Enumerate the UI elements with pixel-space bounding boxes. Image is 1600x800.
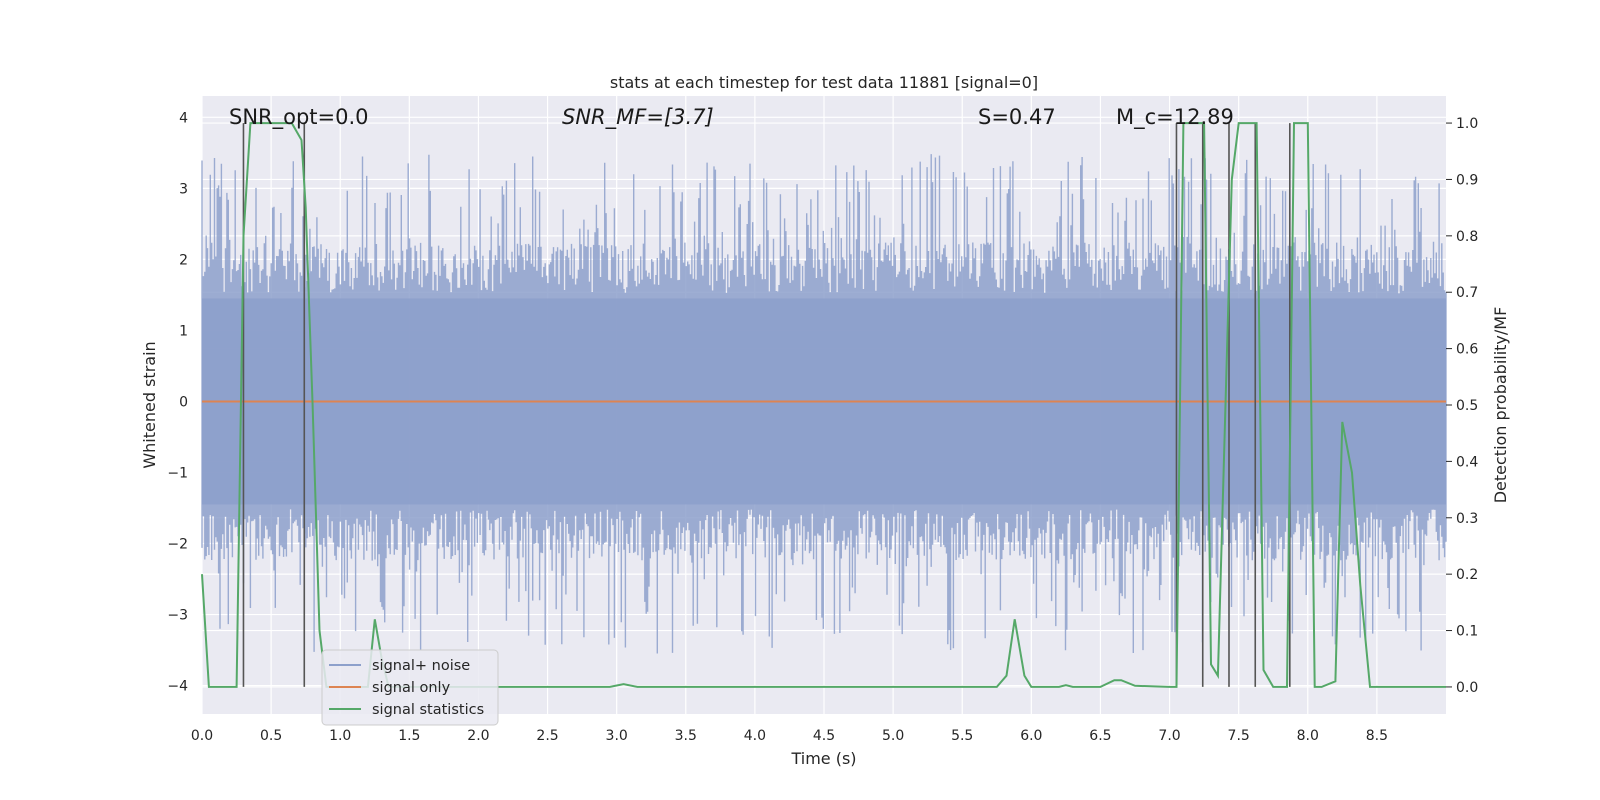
legend-label-noise: signal+ noise xyxy=(372,658,470,674)
y2-tick-label-2: 0.8 xyxy=(1456,229,1478,245)
y-tick-label-4: 0 xyxy=(179,394,188,410)
y2-tick-label-1: 0.9 xyxy=(1456,172,1478,188)
y2-tick-label-8: 0.2 xyxy=(1456,567,1478,583)
x-tick-label-16: 8.0 xyxy=(1297,728,1319,744)
y2-tick-label-4: 0.6 xyxy=(1456,342,1478,358)
x-tick-label-12: 6.0 xyxy=(1020,728,1042,744)
x-tick-label-3: 1.5 xyxy=(398,728,420,744)
annotation-s: S=0.47 xyxy=(978,105,1056,129)
y-tick-label-0: 4 xyxy=(179,110,188,126)
x-tick-label-1: 0.5 xyxy=(260,728,282,744)
signal-statistics-series xyxy=(201,122,1446,688)
legend-label-signal-only: signal only xyxy=(372,680,451,696)
y2-tick-label-9: 0.1 xyxy=(1456,624,1478,640)
y-tick-label-2: 2 xyxy=(179,252,188,268)
y2-tick-label-0: 1.0 xyxy=(1456,116,1478,132)
x-tick-label-9: 4.5 xyxy=(813,728,835,744)
legend-box xyxy=(321,649,499,726)
x-tick-label-4: 2.0 xyxy=(467,728,489,744)
x-ticks: 0.0 0.5 1.0 1.5 2.0 2.5 3.0 3.5 4.0 4.5 5.0 5.5 6.0 6… xyxy=(191,728,1388,744)
y-axis-label: Whitened strain xyxy=(140,341,159,468)
annotation-snr-mf: SNR_MF=[3.7] xyxy=(562,105,714,130)
y-tick-label-7: −3 xyxy=(167,608,188,624)
y2-ticks: 1.0 0.9 0.8 0.7 0.6 0.5 0.4 0.3 0.2 0.1 0.0 xyxy=(1446,116,1478,696)
x-tick-label-15: 7.5 xyxy=(1228,728,1250,744)
y2-tick-label-3: 0.7 xyxy=(1456,285,1478,301)
x-tick-label-7: 3.5 xyxy=(675,728,697,744)
y-tick-label-6: −2 xyxy=(167,537,188,553)
x-tick-label-13: 6.5 xyxy=(1089,728,1111,744)
x-tick-label-5: 2.5 xyxy=(536,728,558,744)
x-tick-label-8: 4.0 xyxy=(744,728,766,744)
y-tick-label-3: 1 xyxy=(179,323,188,339)
x-tick-label-2: 1.0 xyxy=(329,728,351,744)
legend-label-statistics: signal statistics xyxy=(372,702,484,718)
y2-tick-label-7: 0.3 xyxy=(1456,511,1478,527)
x-tick-label-14: 7.0 xyxy=(1158,728,1180,744)
chart-title: stats at each timestep for test data 118… xyxy=(610,73,1038,92)
x-tick-label-17: 8.5 xyxy=(1366,728,1388,744)
statistics-line xyxy=(201,122,1446,688)
y-tick-label-5: −1 xyxy=(167,465,188,481)
y2-axis-label: Detection probability/MF xyxy=(1491,307,1510,504)
x-tick-label-0: 0.0 xyxy=(191,728,213,744)
y-ticks: 4 3 2 1 0 −1 −2 −3 −4 xyxy=(167,110,188,694)
y-tick-label-1: 3 xyxy=(179,181,188,197)
x-axis-label: Time (s) xyxy=(790,749,856,768)
legend: signal+ noise signal only signal statist… xyxy=(321,649,499,726)
x-tick-label-11: 5.5 xyxy=(951,728,973,744)
y2-tick-label-6: 0.4 xyxy=(1456,454,1478,470)
y2-tick-label-5: 0.5 xyxy=(1456,398,1478,414)
annotation-mc: M_c=12.89 xyxy=(1116,105,1234,130)
x-tick-label-6: 3.0 xyxy=(606,728,628,744)
x-tick-label-10: 5.0 xyxy=(882,728,904,744)
y2-tick-label-10: 0.0 xyxy=(1456,680,1478,696)
annotation-snr-opt: SNR_opt=0.0 xyxy=(229,105,369,130)
y-tick-label-8: −4 xyxy=(167,679,188,695)
